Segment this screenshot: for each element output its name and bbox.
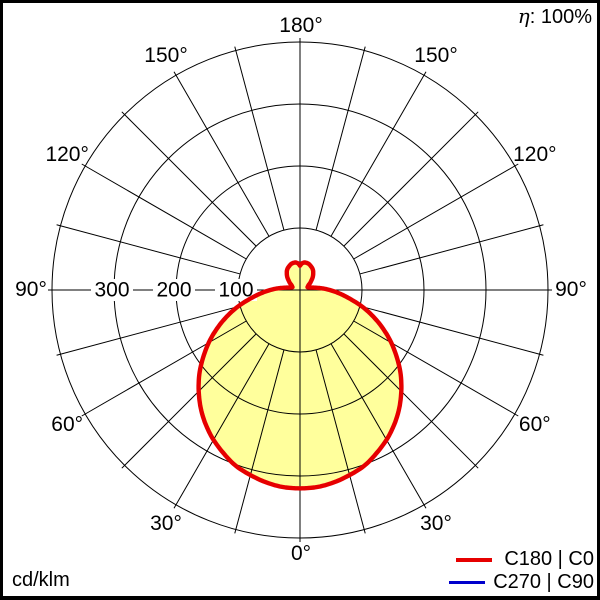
grid-spoke [330, 343, 427, 509]
angle-label-120deg-right: 120° [513, 143, 557, 166]
angle-label-60deg-left: 60° [51, 413, 84, 436]
grid-spoke [56, 224, 241, 275]
legend-item-c270-c90: C270 | C90 [449, 571, 594, 593]
angle-label-120deg-left: 120° [45, 143, 89, 166]
eta-value: : 100% [529, 6, 592, 28]
grid-spoke [173, 343, 270, 509]
grid-spoke [353, 163, 519, 260]
grid-spoke [121, 111, 257, 247]
c270-c90-line-swatch [449, 581, 486, 584]
angle-label-180deg: 180° [279, 14, 323, 37]
legend-item-c180-c0: C180 | C0 [449, 548, 594, 570]
radial-tick-label: 300 [94, 279, 129, 302]
grid-spoke [56, 305, 241, 356]
grid-spoke [121, 333, 257, 469]
angle-label-150deg-left: 150° [144, 44, 188, 68]
radial-label-bg [215, 279, 257, 301]
grid-spoke [343, 111, 479, 247]
units-label: cd/klm [12, 569, 70, 591]
grid-spoke [315, 46, 366, 231]
angle-label-30deg-right: 30° [420, 511, 452, 535]
efficiency-label: η: 100% [518, 4, 592, 29]
grid-spoke [343, 333, 479, 469]
grid-spoke [330, 71, 427, 237]
radial-label-bg [153, 279, 195, 301]
legend-label-c270-c90: C270 | C90 [493, 571, 594, 593]
grid-spoke [353, 320, 519, 417]
angle-label-0deg: 0° [290, 542, 312, 565]
grid-spoke [81, 320, 247, 417]
legend: C180 | C0 C270 | C90 [449, 548, 594, 593]
radial-label-bg [91, 279, 133, 301]
grid-spoke [234, 349, 285, 534]
grid-spoke [315, 349, 366, 534]
radial-tick-label: 200 [156, 279, 191, 302]
c180-c0-line-swatch [456, 557, 493, 562]
radial-tick-label: 100 [218, 279, 253, 302]
eta-symbol: η [517, 4, 530, 28]
legend-label-c180-c0: C180 | C0 [504, 548, 594, 570]
grid-spoke [173, 71, 270, 237]
curve-c180-c0 [196, 260, 404, 491]
grid-spoke [234, 46, 285, 231]
angle-label-90deg-right: 90° [555, 278, 587, 301]
grid-spoke [359, 224, 544, 275]
angle-label-90deg-left: 90° [15, 278, 47, 301]
angle-label-30deg-left: 30° [150, 511, 182, 535]
grid-spoke [359, 305, 544, 356]
angle-label-60deg-right: 60° [518, 413, 551, 436]
grid-spoke [81, 163, 247, 260]
angle-label-150deg-right: 150° [414, 44, 458, 68]
